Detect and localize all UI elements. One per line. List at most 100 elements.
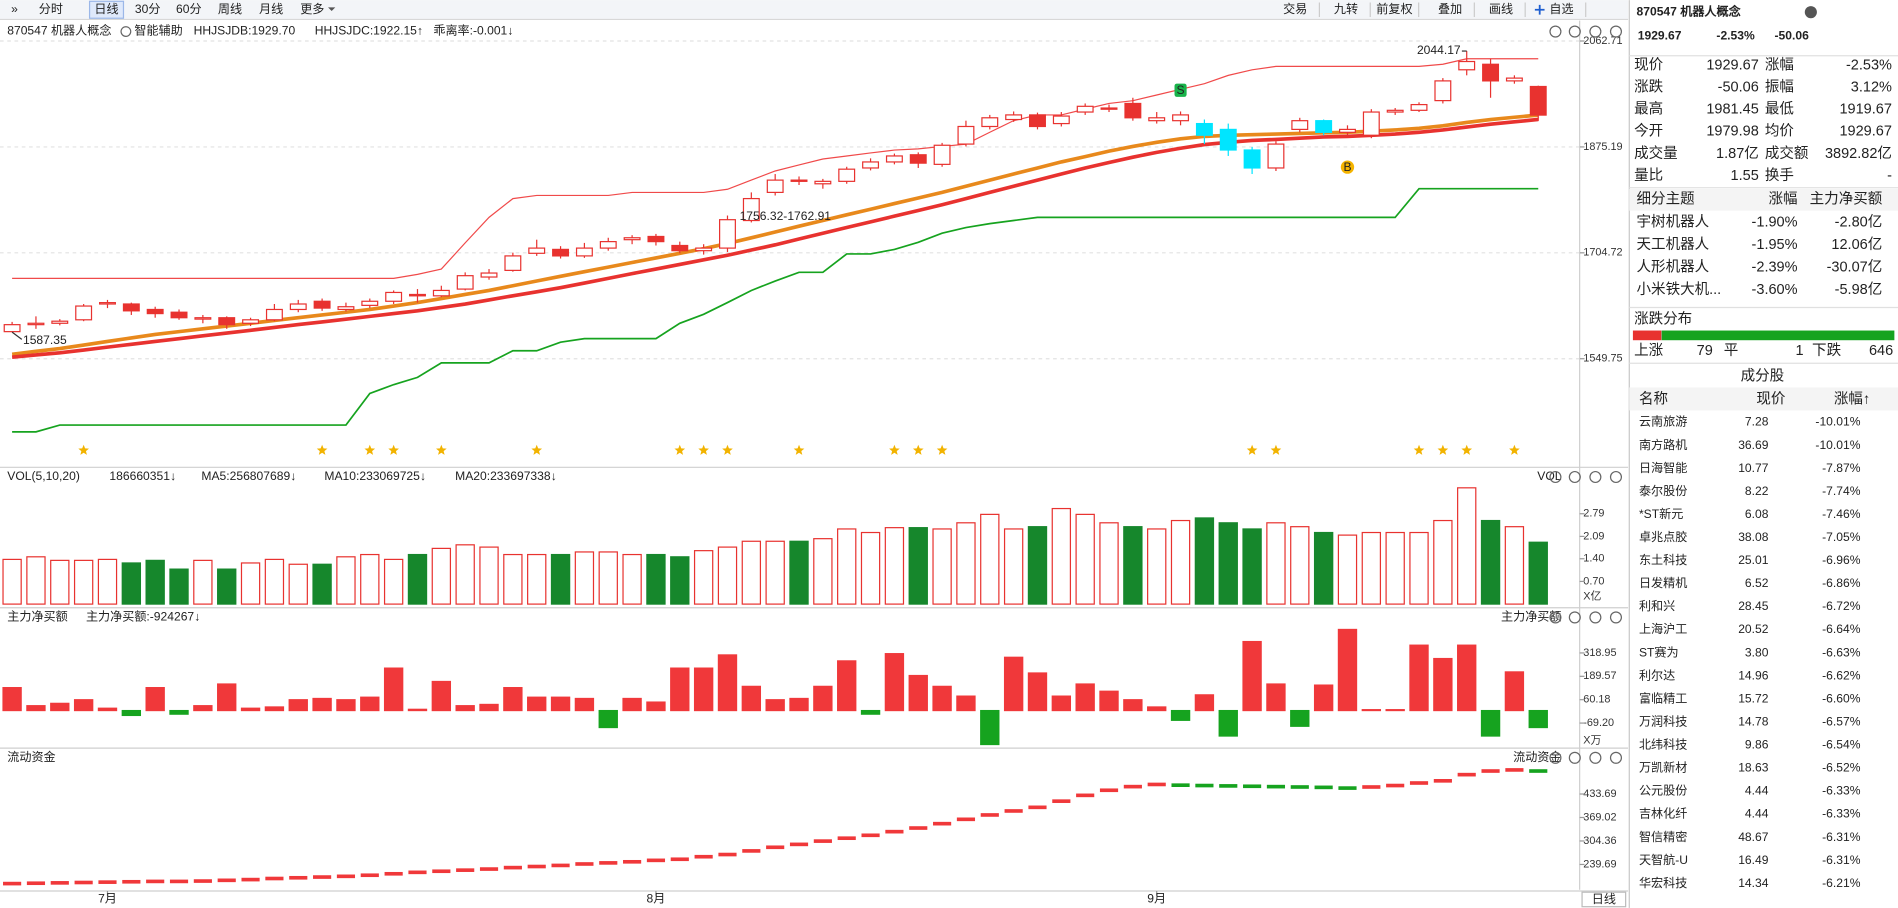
signal-star <box>1413 444 1425 455</box>
info-icon[interactable] <box>1804 6 1817 19</box>
pane-icon[interactable] <box>1549 470 1562 484</box>
stock-name[interactable]: 云南旅游 <box>1639 414 1687 429</box>
bar <box>646 701 666 712</box>
level-bar <box>1147 782 1166 787</box>
stock-name[interactable]: 上海沪工 <box>1639 621 1687 636</box>
level-bar <box>384 871 403 876</box>
bar <box>670 667 690 712</box>
stock-name[interactable]: 南方路机 <box>1639 437 1687 452</box>
sell-signal <box>1174 83 1187 97</box>
pane-icon[interactable] <box>1589 751 1602 764</box>
stock-change: -10.01% <box>1815 415 1860 429</box>
bar <box>1290 709 1310 727</box>
stock-name[interactable]: 卓兆点胶 <box>1639 529 1687 544</box>
table-header[interactable]: 涨幅↑ <box>1834 390 1870 407</box>
tab-selected <box>88 0 125 19</box>
toolbar-button[interactable]: 画线 <box>1489 2 1513 16</box>
stock-name[interactable]: 日发精机 <box>1639 575 1687 590</box>
quote-value: 1981.45 <box>1706 102 1758 118</box>
quote-value: - <box>1887 168 1892 184</box>
pane-icon[interactable] <box>1568 751 1581 764</box>
toolbar-button[interactable]: 九转 <box>1334 1 1358 16</box>
bar <box>1242 640 1262 712</box>
stock-name[interactable]: 日海智能 <box>1639 460 1687 475</box>
level-bar <box>1266 784 1286 789</box>
assist-icon[interactable] <box>120 26 132 37</box>
theme-pct: -3.60% <box>1752 282 1798 298</box>
stock-name[interactable]: 吉林化纤 <box>1639 807 1687 821</box>
stock-name[interactable]: 北纬科技 <box>1639 738 1687 752</box>
toolbar-tab[interactable]: 月线 <box>259 2 283 16</box>
bar <box>1027 672 1048 712</box>
bar <box>741 540 762 605</box>
toolbar-tab[interactable]: 周线 <box>218 2 242 16</box>
stock-name[interactable]: 万润科技 <box>1639 715 1687 729</box>
theme-name[interactable]: 小米铁大机... <box>1637 281 1722 298</box>
toolbar-button[interactable]: 交易 <box>1283 1 1307 16</box>
pane-icon[interactable] <box>1609 470 1623 484</box>
stock-change: -6.52% <box>1822 761 1861 775</box>
toolbar-tab[interactable]: 30分 <box>135 2 161 16</box>
toolbar-tab[interactable]: 分时 <box>39 2 63 16</box>
bar <box>837 528 857 605</box>
stock-name[interactable]: *ST新元 <box>1639 506 1683 521</box>
assist-label[interactable]: 智能辅助 <box>134 23 182 38</box>
bar <box>813 685 833 712</box>
bar <box>789 540 809 605</box>
toolbar-tab[interactable]: 日线 <box>94 2 118 16</box>
stock-name[interactable]: ST赛为 <box>1639 644 1679 659</box>
toolbar-button[interactable]: 自选 <box>1549 2 1573 16</box>
toolbar-tab[interactable]: 60分 <box>176 2 202 16</box>
pane-icon[interactable] <box>1609 25 1623 38</box>
bar <box>1337 534 1358 605</box>
pane-icon[interactable] <box>1589 611 1602 624</box>
pane-icon[interactable] <box>1589 25 1602 38</box>
pane-icon[interactable] <box>1549 25 1562 38</box>
signal-star <box>889 444 900 455</box>
stock-name[interactable]: 泰尔股份 <box>1639 483 1687 498</box>
pane-icon[interactable] <box>1549 611 1562 624</box>
pane-icon[interactable] <box>1549 751 1562 764</box>
toolbar-button[interactable]: 叠加 <box>1438 2 1462 16</box>
theme-pct: -1.95% <box>1752 237 1798 253</box>
bar <box>1123 526 1143 605</box>
candle-body <box>75 305 93 321</box>
theme-name[interactable]: 人形机器人 <box>1637 259 1710 276</box>
stock-name[interactable]: 智信精密 <box>1639 829 1687 844</box>
stock-name[interactable]: 天智航-U <box>1639 852 1688 867</box>
theme-name[interactable]: 天工机器人 <box>1637 236 1710 253</box>
bar <box>73 559 94 605</box>
toolbar-button[interactable]: 前复权 <box>1376 1 1412 16</box>
pane-icon[interactable] <box>1609 751 1623 764</box>
stock-name[interactable]: 东土科技 <box>1639 553 1687 567</box>
candle-body <box>790 179 808 182</box>
stock-name[interactable]: 公元股份 <box>1639 784 1687 798</box>
pane-icon[interactable] <box>1568 611 1581 624</box>
pane-icon[interactable] <box>1609 611 1623 624</box>
level-bar <box>1028 805 1047 810</box>
theme-name[interactable]: 宇树机器人 <box>1637 214 1710 231</box>
pane-icon[interactable] <box>1568 470 1581 484</box>
signal-star <box>1461 444 1473 455</box>
candle-body <box>218 317 236 326</box>
toolbar-tab[interactable]: » <box>11 2 18 16</box>
stock-name[interactable]: 利尔达 <box>1639 667 1675 682</box>
bar <box>1361 709 1382 712</box>
stock-name[interactable]: 利和兴 <box>1639 599 1675 613</box>
period-box <box>1581 891 1627 908</box>
pane-icon[interactable] <box>1568 25 1581 38</box>
low-label: 1587.35 <box>23 333 67 347</box>
candle-body <box>1505 77 1523 82</box>
stock-name[interactable]: 富临精工 <box>1639 690 1687 705</box>
indicator-line <box>11 117 1539 359</box>
stock-price: 14.78 <box>1738 715 1769 729</box>
level-bar <box>1099 788 1119 793</box>
stock-name[interactable]: 华宏科技 <box>1639 875 1687 890</box>
stock-name[interactable]: 万凯新材 <box>1639 760 1687 775</box>
level-bar <box>694 854 713 859</box>
distribution-label: 平 <box>1724 343 1739 359</box>
high-label: 2044.17 <box>1417 43 1461 57</box>
toolbar-tab[interactable]: 更多 <box>300 2 324 16</box>
bar <box>693 667 714 712</box>
pane-icon[interactable] <box>1589 470 1602 484</box>
